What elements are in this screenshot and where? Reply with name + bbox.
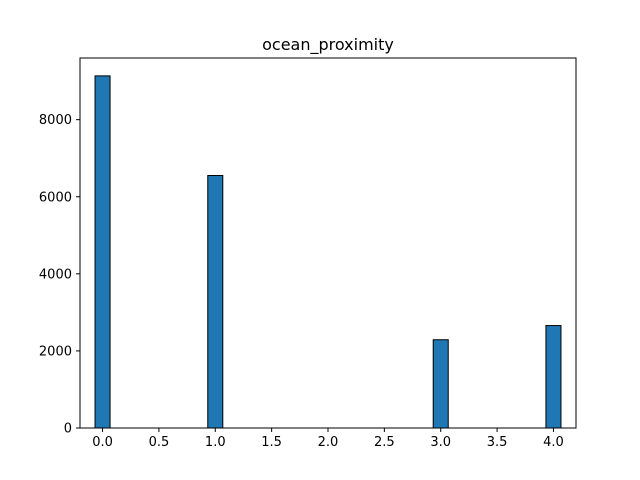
chart-title: ocean_proximity xyxy=(262,35,394,55)
x-tick-label: 0.5 xyxy=(149,435,170,450)
x-tick-label: 0.0 xyxy=(92,435,113,450)
y-tick-label: 8000 xyxy=(39,113,72,128)
y-tick-label: 6000 xyxy=(39,190,72,205)
x-tick-label: 1.5 xyxy=(261,435,282,450)
y-axis-ticks: 0 2000 4000 6000 8000 xyxy=(39,113,80,437)
y-tick-label: 2000 xyxy=(39,344,72,359)
y-tick-label: 0 xyxy=(64,422,72,437)
x-axis-ticks: 0.0 0.5 1.0 1.5 2.0 2.5 3.0 3.5 4.0 xyxy=(92,428,564,450)
x-tick-label: 3.0 xyxy=(430,435,451,450)
x-tick-label: 2.0 xyxy=(318,435,339,450)
bars-group xyxy=(94,75,562,429)
bar-4 xyxy=(545,325,562,429)
bar-0 xyxy=(94,75,111,429)
x-tick-label: 1.0 xyxy=(205,435,226,450)
bar-1 xyxy=(207,175,224,429)
plot-frame xyxy=(79,57,577,429)
x-tick-label: 2.5 xyxy=(374,435,395,450)
bar-3 xyxy=(432,339,449,429)
x-tick-label: 4.0 xyxy=(543,435,564,450)
y-tick-label: 4000 xyxy=(39,267,72,282)
x-tick-label: 3.5 xyxy=(487,435,508,450)
